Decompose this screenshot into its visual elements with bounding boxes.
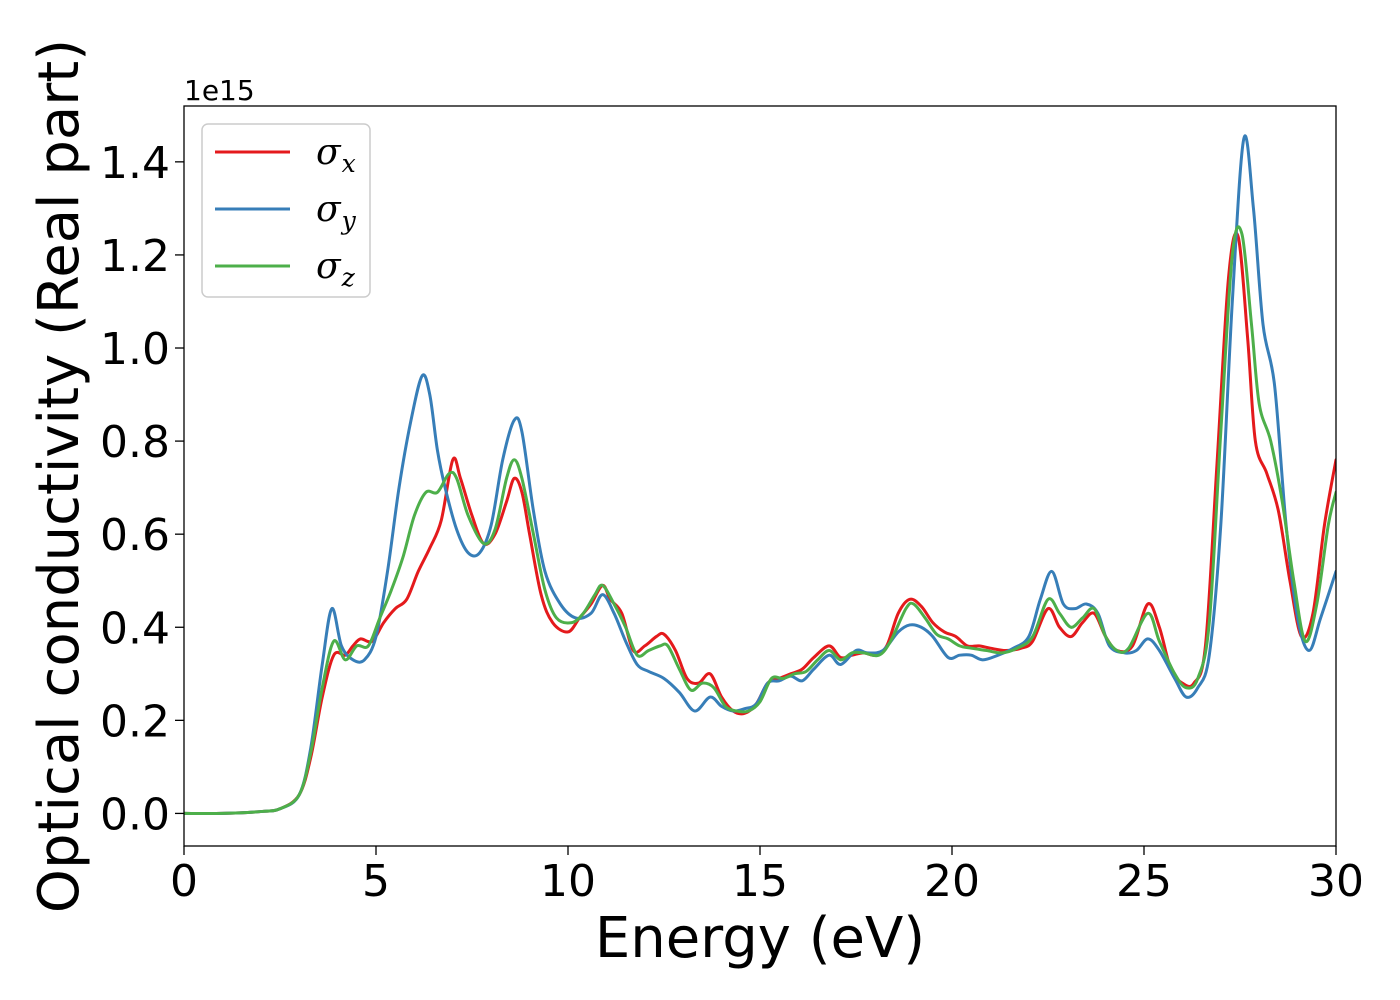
legend-entry-x: σx [316,132,356,178]
y-tick-label: 1.2 [100,231,170,282]
legend-entry-subscript: z [341,263,356,292]
y-tick-label: 0.4 [100,603,170,654]
y-tick-label: 0.2 [100,696,170,747]
x-axis-label: Energy (eV) [595,906,925,971]
x-tick-label: 20 [924,856,980,907]
series-line-z [184,225,1336,816]
x-tick-label: 0 [170,856,198,907]
legend-entry-base: σ [316,189,342,230]
y-tick-label: 0.0 [100,789,170,840]
legend-entry-subscript: y [341,206,357,235]
legend-entry-y: σy [316,189,357,235]
x-tick-label: 15 [732,856,788,907]
x-tick-label: 25 [1116,856,1172,907]
legend-entry-z: σz [316,246,356,292]
legend-entry-subscript: x [342,149,356,178]
legend-entry-base: σ [316,132,342,173]
y-axis-label: Optical conductivity (Real part) [27,39,92,913]
legend-entry-base: σ [316,246,342,287]
x-tick-label: 30 [1308,856,1364,907]
series-layer [184,134,1336,816]
y-offset-label: 1e15 [184,74,255,107]
y-tick-label: 1.0 [100,324,170,375]
x-tick-label: 10 [540,856,596,907]
x-axis: 0 5 10 15 20 25 30 [170,846,1364,907]
y-tick-label: 1.4 [100,138,170,189]
y-tick-label: 0.6 [100,510,170,561]
y-tick-label: 0.8 [100,417,170,468]
x-tick-label: 5 [362,856,390,907]
y-axis: 0.0 0.2 0.4 0.6 0.8 1.0 1.2 1.4 [100,138,184,840]
